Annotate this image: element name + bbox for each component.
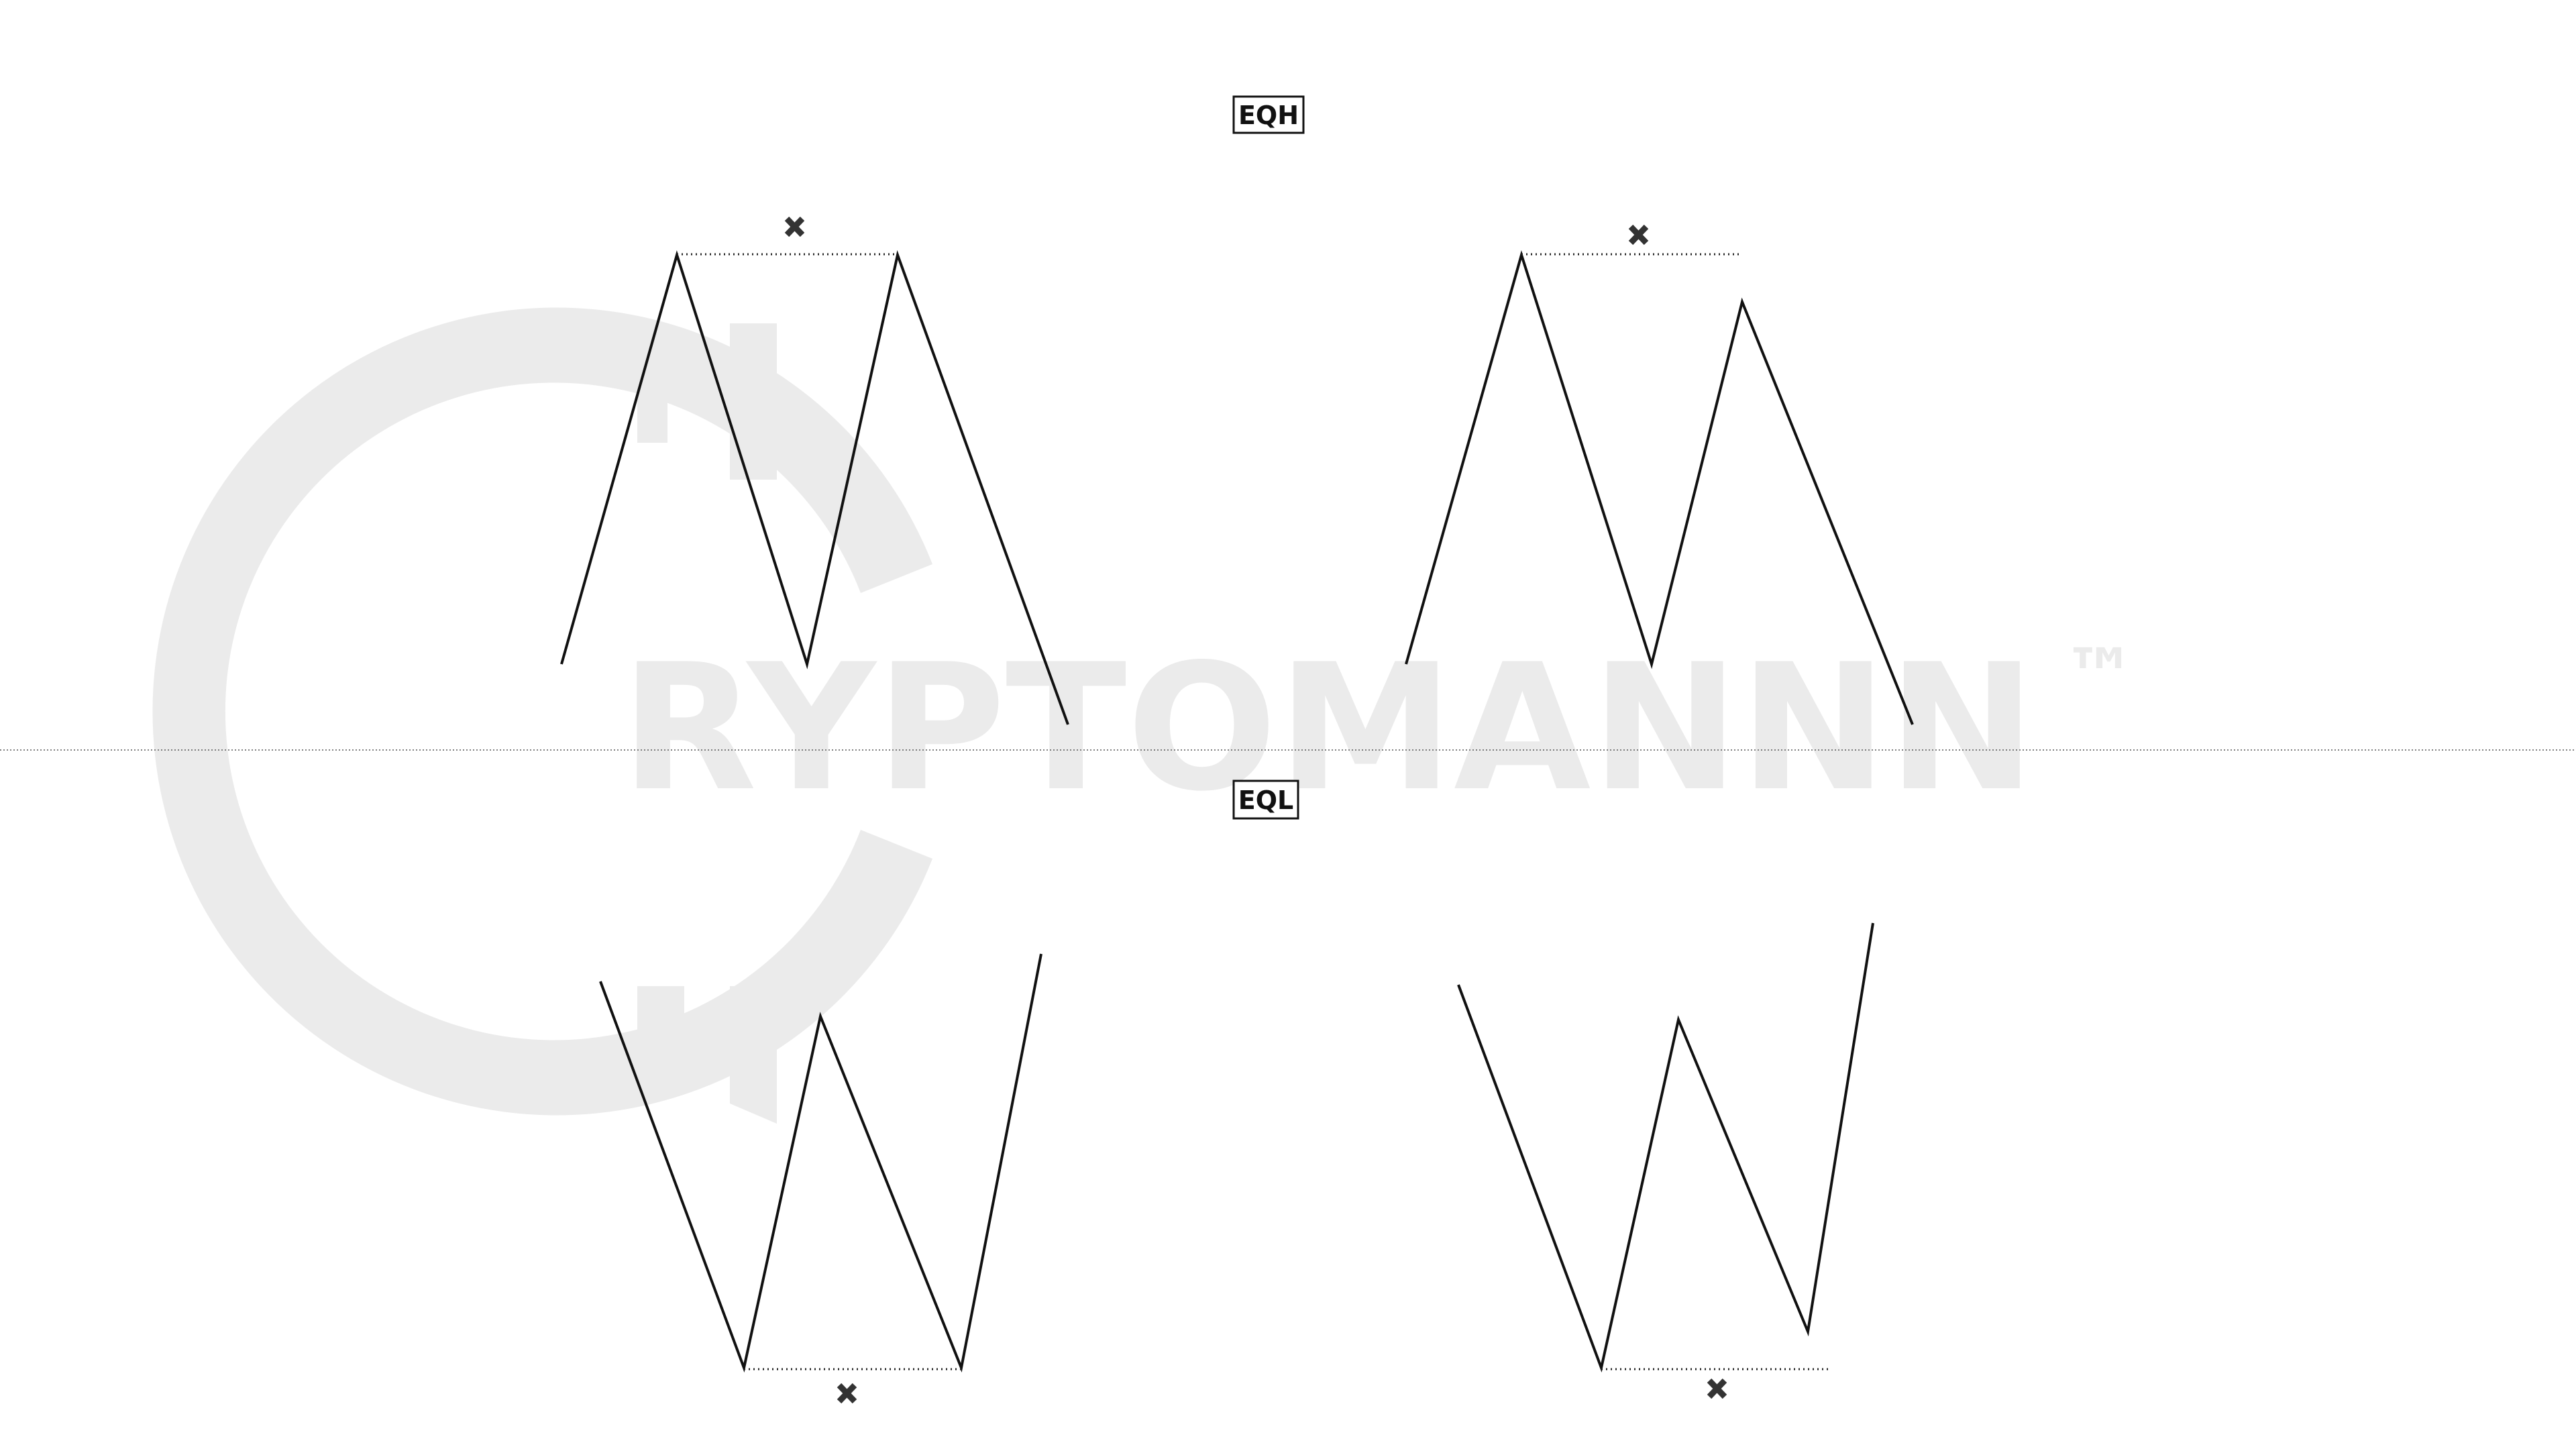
eqh-pattern-left	[560, 216, 1069, 725]
x-mark-icon	[1707, 1378, 1727, 1399]
watermark-tick-bottom-right	[730, 986, 777, 1124]
price-path	[599, 953, 1042, 1373]
x-mark-icon	[1628, 224, 1649, 246]
watermark-tick-top-right	[730, 323, 777, 480]
eqh-label: EQH	[1238, 101, 1299, 130]
eql-pattern-right	[1457, 922, 1874, 1399]
eql-label: EQL	[1238, 786, 1293, 815]
watermark-tick-top-left	[637, 392, 667, 443]
price-path	[1405, 250, 1914, 725]
price-path	[1457, 922, 1874, 1373]
watermark-logo: RYPTOMANNN ™	[152, 307, 2137, 1124]
watermark-text: RYPTOMANNN	[621, 627, 2036, 830]
eql-label-box: EQL	[1232, 780, 1299, 820]
x-mark-icon	[784, 216, 805, 237]
eql-pattern-left	[599, 953, 1042, 1404]
eqh-label-box: EQH	[1232, 95, 1305, 134]
x-mark-icon	[837, 1383, 857, 1404]
eqh-pattern-right	[1405, 224, 1914, 725]
price-path	[560, 250, 1069, 725]
watermark-tick-bottom-left	[637, 986, 684, 1080]
watermark-trademark: ™	[2063, 633, 2137, 718]
